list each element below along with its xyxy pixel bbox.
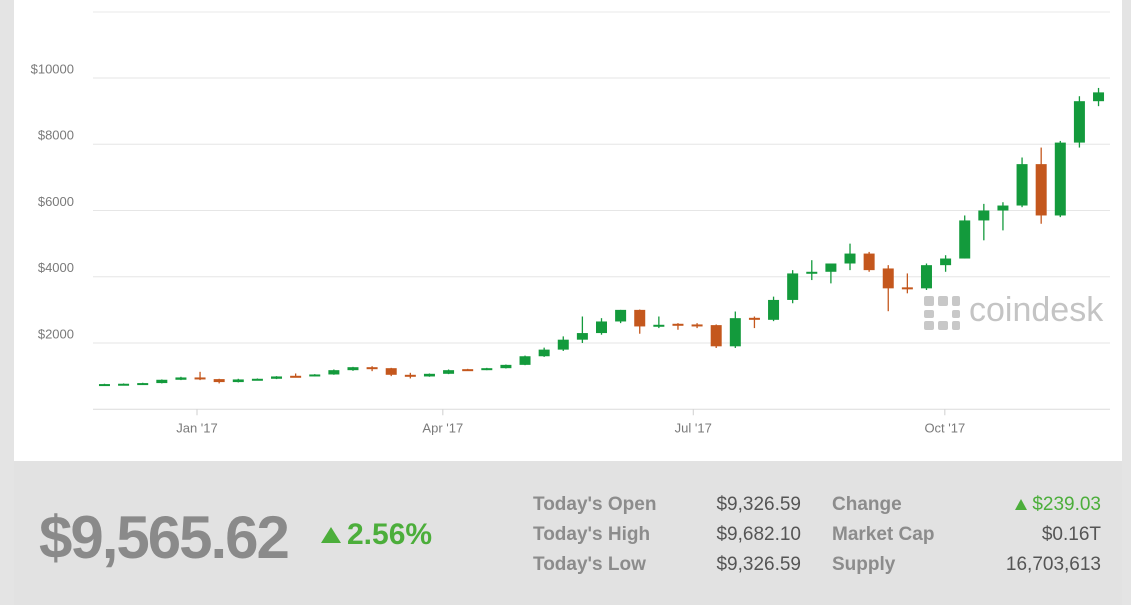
candle-body: [385, 368, 397, 375]
y-tick-label: $4000: [38, 260, 74, 275]
candle-body: [672, 323, 684, 326]
candle-body: [1093, 92, 1105, 102]
candle-body: [634, 309, 646, 327]
candle-body: [806, 271, 818, 274]
candle-body: [825, 263, 837, 272]
candle-body: [194, 377, 206, 380]
candle-body: [271, 376, 283, 379]
candle-body: [940, 258, 952, 266]
candle-body: [519, 356, 531, 365]
up-arrow: [321, 527, 341, 543]
stat-value: $239.03: [1032, 494, 1101, 515]
candle-body: [175, 377, 187, 380]
stat-value: $9,326.59: [716, 554, 801, 575]
candle-body: [98, 384, 110, 387]
candle-body: [920, 265, 932, 289]
candle-body: [118, 383, 130, 386]
candle-body: [251, 378, 263, 381]
candle-body: [443, 370, 455, 374]
stat-label: Today's Open: [533, 494, 657, 515]
candle-body: [748, 317, 760, 320]
y-tick-label: $8000: [38, 128, 74, 143]
candle-body: [232, 379, 244, 383]
watermark-text: coindesk: [969, 291, 1104, 329]
candle-body: [423, 373, 435, 377]
summary-panel: $9,565.62 2.56% Today's Open Today's Hig…: [14, 461, 1122, 605]
chart: coindesk $2000 $4000 $6000 $8000 $10000 Jan '…: [14, 0, 1122, 461]
candle-body: [1035, 164, 1047, 216]
y-tick-label: $10000: [31, 61, 74, 76]
candle-body: [901, 287, 913, 290]
candle-body: [309, 374, 321, 377]
candle-body: [978, 210, 990, 221]
candle-body: [347, 367, 359, 371]
candle-body: [959, 220, 971, 259]
candle-body: [462, 369, 474, 372]
candle-body: [1054, 142, 1066, 216]
x-tick-label: Jul '17: [675, 421, 712, 436]
candle-body: [404, 374, 416, 377]
candle-body: [768, 299, 780, 320]
stat-label: Today's High: [533, 524, 651, 545]
stat-label: Market Cap: [832, 524, 935, 545]
candle-body: [615, 309, 627, 322]
candle-body: [576, 333, 588, 340]
candle-body: [500, 364, 512, 369]
candle-body: [844, 253, 856, 264]
y-tick-label: $6000: [38, 194, 74, 209]
candle-body: [710, 325, 722, 347]
candle-body: [997, 205, 1009, 211]
candle-body: [156, 379, 168, 384]
stat-value: $9,682.10: [716, 524, 801, 545]
stat-value: 16,703,613: [1005, 554, 1101, 575]
candle-body: [366, 367, 378, 370]
candle-body: [290, 375, 302, 378]
candle-body: [882, 268, 894, 289]
candle-body: [596, 321, 607, 334]
candle-body: [481, 368, 493, 371]
candle-body: [538, 349, 550, 357]
stat-label: Today's Low: [533, 554, 646, 575]
x-tick-label: Oct '17: [924, 421, 965, 436]
x-tick-label: Apr '17: [422, 421, 463, 436]
candle-body: [557, 339, 569, 350]
candle-body: [328, 370, 340, 375]
stat-value: $9,326.59: [716, 494, 801, 515]
up-arrow: [1015, 499, 1027, 510]
candle-body: [137, 383, 149, 386]
candle-body: [653, 324, 665, 327]
watermark: [924, 296, 960, 330]
x-tick-label: Jan '17: [176, 421, 218, 436]
candle-body: [691, 324, 703, 327]
candle-body: [213, 379, 225, 383]
price: $9,565.62: [39, 504, 290, 571]
candle-body: [729, 318, 741, 347]
y-tick-label: $2000: [38, 326, 74, 341]
candle-body: [863, 253, 875, 271]
candle-body: [787, 273, 799, 300]
candle-body: [1016, 164, 1028, 206]
change-percent: 2.56%: [347, 518, 433, 551]
stat-label: Supply: [832, 554, 896, 575]
candle-body: [1073, 101, 1085, 143]
stat-label: Change: [832, 494, 902, 515]
stat-value: $0.16T: [1041, 524, 1101, 545]
